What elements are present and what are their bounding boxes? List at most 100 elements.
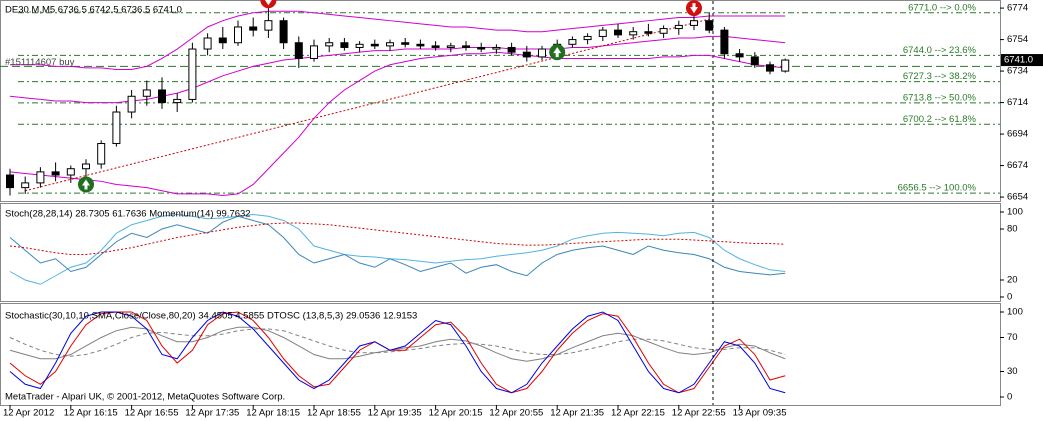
copyright: MetaTrader - Alpari UK, © 2001-2012, Met… xyxy=(5,392,285,403)
candle-body xyxy=(51,171,60,176)
fib-label: 6771.0 --> 0.0% xyxy=(908,2,976,13)
candle-body xyxy=(705,20,714,31)
candle-body xyxy=(598,29,607,37)
candle-body xyxy=(720,29,729,55)
candle-body xyxy=(82,163,90,170)
candle-body xyxy=(735,53,744,58)
y-tick-label: 100 xyxy=(1007,207,1023,218)
oscillator-pane xyxy=(0,203,1001,302)
candle-body xyxy=(310,45,318,59)
candle-body xyxy=(674,24,683,30)
candle-body xyxy=(21,182,30,189)
candle-body xyxy=(401,42,410,45)
x-tick-label: 12 Apr 20:15 xyxy=(429,408,483,419)
signal-arrow xyxy=(553,47,562,58)
x-tick-label: 12 Apr 16:15 xyxy=(64,408,118,419)
indicator-line xyxy=(9,311,786,394)
candle-body xyxy=(218,37,227,44)
candle-body xyxy=(142,89,151,97)
trend-line xyxy=(25,18,710,192)
candle-body xyxy=(766,64,774,72)
y-tick-label: 0 xyxy=(1007,392,1012,403)
order-label: #151114607 buy xyxy=(5,57,75,68)
indicator-line xyxy=(9,328,786,357)
y-tick-label: 6674 xyxy=(1007,160,1028,171)
main-title: DE30.M,M5 6736.5 6742.5 6736.5 6741.0 xyxy=(5,5,182,16)
signal-arrow xyxy=(82,179,90,190)
candle-body xyxy=(158,89,166,104)
candle-body xyxy=(629,31,638,36)
x-tick-label: 12 Apr 2012 xyxy=(3,408,54,419)
candle-body xyxy=(355,43,364,48)
y-tick-label: 6754 xyxy=(1007,34,1028,45)
x-tick-label: 12 Apr 17:35 xyxy=(185,408,239,419)
indicator-line xyxy=(9,326,786,362)
candle-body xyxy=(568,39,577,45)
candle-body xyxy=(386,42,394,47)
candle-body xyxy=(690,20,698,26)
candle-body xyxy=(750,56,759,66)
candle-body xyxy=(173,98,182,104)
candle-body xyxy=(234,26,242,44)
candle-body xyxy=(583,35,592,41)
candle-body xyxy=(279,20,288,44)
candle-body xyxy=(294,42,303,59)
x-tick-label: 12 Apr 18:15 xyxy=(246,408,300,419)
fib-label: 6713.8 --> 50.0% xyxy=(903,92,977,103)
candle-body xyxy=(6,174,14,189)
signal-arrow xyxy=(264,0,272,6)
candle-body xyxy=(66,168,75,176)
candle-body xyxy=(36,171,45,184)
y-tick-label: 6654 xyxy=(1007,192,1028,203)
y-tick-label: 6774 xyxy=(1007,3,1028,14)
candle-body xyxy=(781,59,790,72)
candle-body xyxy=(188,48,197,100)
fib-label: 6656.5 --> 100.0% xyxy=(898,183,977,194)
indicator-line xyxy=(9,214,786,285)
candle-body xyxy=(522,51,531,58)
fib-label: 6727.3 --> 38.2% xyxy=(903,71,977,82)
candle-body xyxy=(203,37,212,50)
candle-body xyxy=(264,20,273,31)
x-tick-label: 12 Apr 19:35 xyxy=(368,408,422,419)
candle-body xyxy=(659,28,668,34)
band-line xyxy=(10,10,786,71)
candle-body xyxy=(340,42,349,48)
band-line xyxy=(9,35,786,104)
x-tick-label: 12 Apr 21:35 xyxy=(550,408,604,419)
y-tick-label: 20 xyxy=(1007,275,1018,286)
y-tick-label: 0 xyxy=(1007,292,1012,303)
candle-body xyxy=(431,45,440,48)
candle-body xyxy=(462,45,470,48)
x-tick-label: 12 Apr 18:55 xyxy=(307,408,361,419)
oscillator-title: Stoch(28,28,14) 28.7305 61.7636 Momentum… xyxy=(5,209,251,220)
x-tick-label: 12 Apr 22:15 xyxy=(611,408,665,419)
candle-body xyxy=(492,46,501,50)
candle-body xyxy=(614,29,622,36)
y-tick-label: 30 xyxy=(1007,366,1018,377)
candle-body xyxy=(97,143,106,165)
y-tick-label: 6694 xyxy=(1007,129,1028,140)
indicator-line xyxy=(9,311,786,394)
x-tick-label: 12 Apr 16:55 xyxy=(125,408,179,419)
candle-body xyxy=(477,46,486,50)
x-tick-label: 12 Apr 22:55 xyxy=(672,408,726,419)
main-pane xyxy=(0,0,1001,202)
x-tick-label: 13 Apr 09:35 xyxy=(733,408,787,419)
y-tick-label: 80 xyxy=(1007,224,1018,235)
x-tick-label: 12 Apr 20:55 xyxy=(489,408,543,419)
price-label: 6741.0 xyxy=(1004,55,1033,66)
candle-body xyxy=(507,46,516,53)
stochastic-title: Stochastic(30,10,10,SMA,Close/Close,80,2… xyxy=(5,311,417,322)
y-tick-label: 6714 xyxy=(1007,97,1028,108)
candle-body xyxy=(112,111,121,145)
signal-arrow xyxy=(690,3,698,14)
fib-label: 6744.0 --> 23.6% xyxy=(903,45,977,56)
candle-body xyxy=(446,45,455,48)
candle-body xyxy=(416,43,425,47)
y-tick-label: 70 xyxy=(1007,332,1018,343)
candle-body xyxy=(127,95,136,113)
y-tick-label: 6734 xyxy=(1007,66,1028,77)
